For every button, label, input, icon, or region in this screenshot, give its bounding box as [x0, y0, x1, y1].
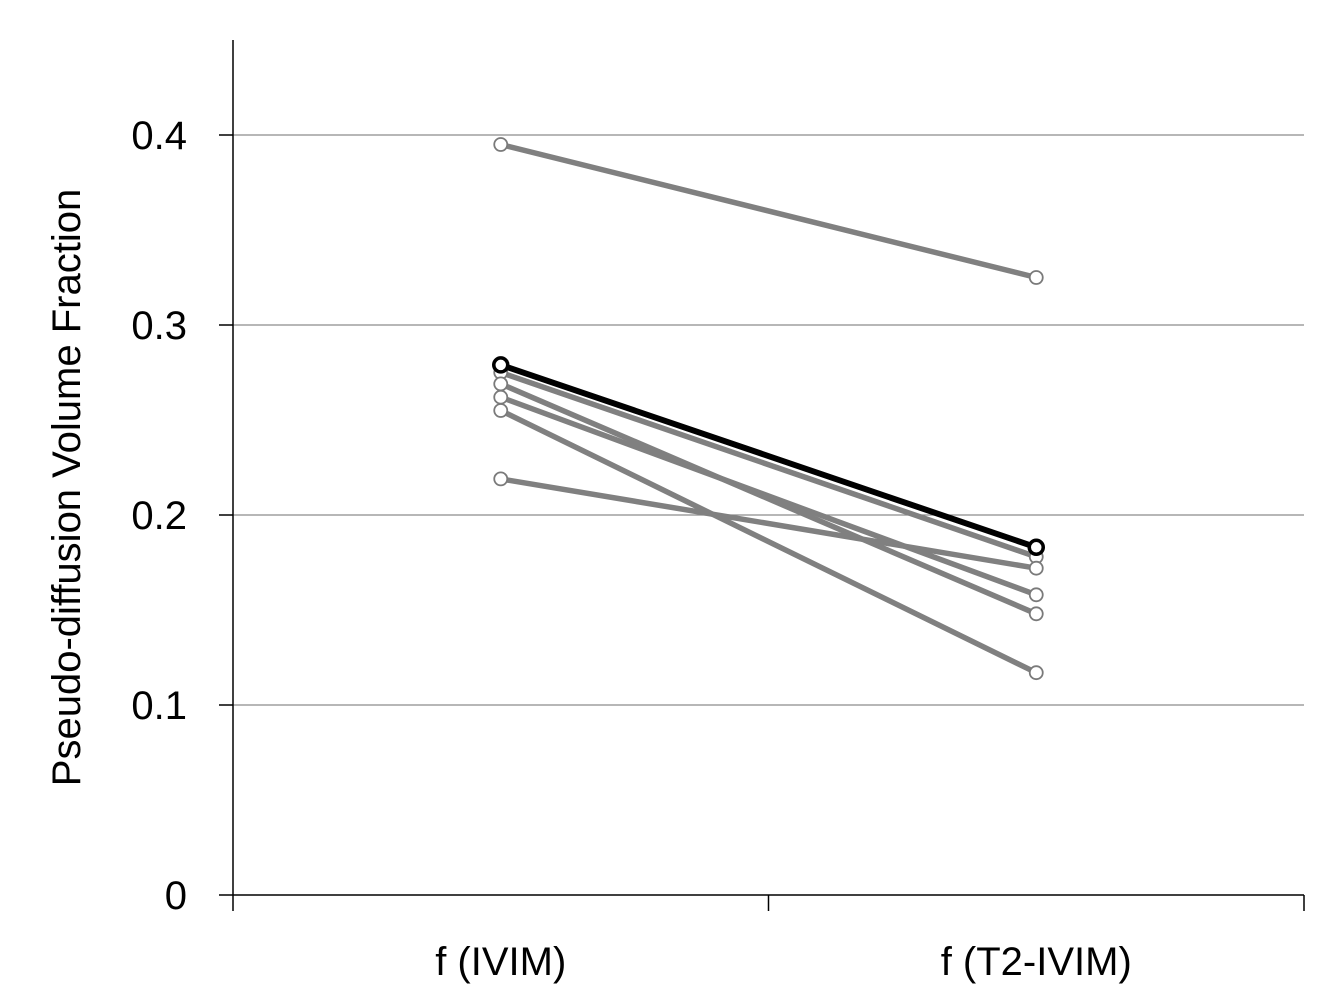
- series-line-0: [498, 141, 1039, 281]
- gridlines: [233, 134, 1304, 706]
- data-point-3-0: [493, 389, 509, 405]
- axes: [219, 40, 1305, 911]
- data-point-4-0: [493, 403, 509, 418]
- data-point-0-1: [1028, 270, 1044, 285]
- data-point-2-0: [493, 376, 509, 392]
- series-5: [493, 471, 1044, 576]
- data-point-5-1: [1028, 560, 1044, 576]
- series-line-1: [498, 369, 1039, 560]
- y-tick-label: 0: [165, 874, 187, 918]
- tick-labels: 0 0.1 0.2 0.3 0.4 f (IVIM) f (T2-IVIM): [131, 114, 1131, 984]
- data-point-0-0: [493, 137, 509, 152]
- y-tick-label: 0.3: [131, 304, 187, 348]
- series-line-4: [498, 407, 1039, 676]
- series-6: [492, 356, 1045, 557]
- data-point-6-1: [1027, 538, 1045, 557]
- data-point-6-0: [492, 356, 510, 374]
- data-point-5-0: [493, 471, 509, 487]
- y-tick-label: 0.1: [131, 684, 187, 728]
- series-3: [493, 389, 1044, 603]
- data-point-2-1: [1028, 606, 1044, 622]
- series-line-3: [498, 394, 1039, 598]
- data-point-3-1: [1028, 587, 1044, 603]
- series-line-6: [497, 361, 1040, 551]
- series-1: [493, 365, 1044, 565]
- y-tick-label: 0.4: [131, 114, 187, 158]
- y-axis-title: Pseudo-diffusion Volume Fraction: [45, 189, 89, 786]
- series-0: [493, 137, 1044, 285]
- x-tick-label: f (IVIM): [435, 940, 566, 984]
- series-4: [493, 403, 1044, 681]
- x-tick-label: f (T2-IVIM): [941, 940, 1132, 984]
- series-line-5: [498, 476, 1039, 571]
- data-point-4-1: [1028, 665, 1044, 681]
- series-layer: [492, 137, 1045, 681]
- y-tick-label: 0.2: [131, 494, 187, 538]
